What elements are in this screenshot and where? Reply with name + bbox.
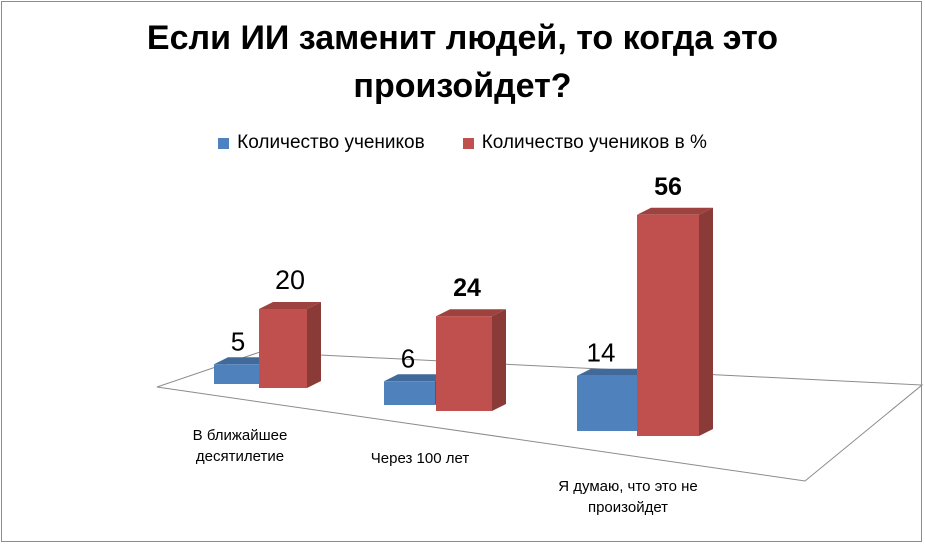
- legend-item-count: Количество учеников: [218, 132, 425, 154]
- bar-percent-0-top: [259, 302, 321, 309]
- data-label-percent-1: 24: [453, 274, 481, 302]
- chart-title: Если ИИ заменит людей, то когда это прои…: [0, 14, 925, 110]
- category-label-0-0: В ближайшее: [193, 427, 288, 444]
- bar-count-1: [384, 381, 435, 405]
- bar-count-0: [214, 364, 259, 384]
- data-label-percent-0: 20: [275, 265, 305, 295]
- bar-percent-1-top: [436, 309, 506, 317]
- bar-percent-1: [436, 316, 492, 411]
- category-label-0-1: десятилетие: [196, 448, 284, 465]
- chart-title-line-2: произойдет?: [353, 67, 572, 105]
- bar-percent-1-side: [492, 309, 506, 411]
- bar-percent-2-top: [637, 207, 713, 215]
- bar-count-0-top: [214, 357, 273, 365]
- bar-count-2: [577, 375, 637, 431]
- legend-label-count: Количество учеников: [237, 132, 425, 153]
- bar-count-2-top: [577, 368, 651, 376]
- legend-swatch-percent: [462, 137, 474, 149]
- bar-percent-0: [259, 309, 307, 388]
- legend-label-percent: Количество учеников в %: [481, 132, 707, 153]
- category-label-1-0: Через 100 лет: [371, 450, 470, 467]
- bar-percent-0-side: [307, 302, 321, 388]
- legend-swatch-count: [218, 137, 230, 149]
- data-label-count-2: 14: [587, 338, 616, 368]
- legend: Количество учеников Количество учеников …: [0, 132, 925, 154]
- data-label-count-0: 5: [231, 326, 245, 356]
- bar-percent-2: [637, 214, 699, 436]
- chart-title-line-1: Если ИИ заменит людей, то когда это: [146, 19, 779, 57]
- data-label-percent-2: 56: [654, 173, 682, 201]
- data-label-count-1: 6: [401, 343, 415, 373]
- bar-count-1-top: [384, 374, 449, 382]
- legend-item-percent: Количество учеников в %: [462, 132, 707, 154]
- category-label-2-1: произойдет: [588, 499, 668, 516]
- category-label-2-0: Я думаю, что это не: [558, 478, 698, 495]
- bar-percent-2-side: [699, 207, 713, 436]
